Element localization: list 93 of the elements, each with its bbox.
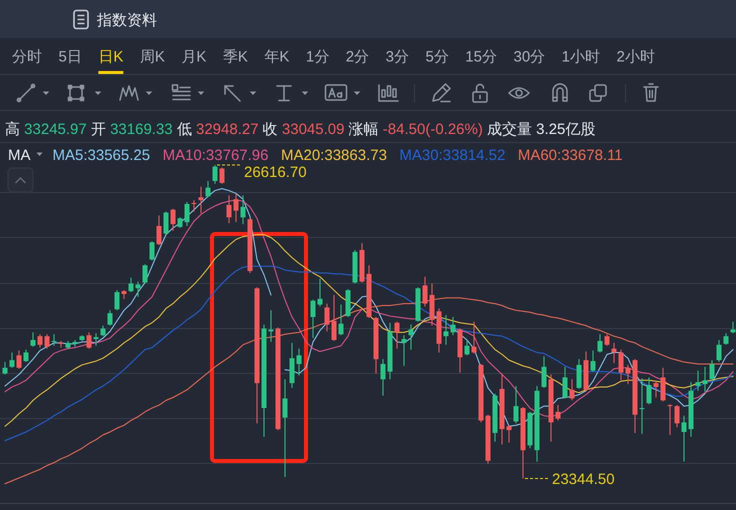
text: 月K (181, 48, 206, 66)
candlestick (464, 340, 470, 356)
candlestick (604, 334, 610, 346)
candlestick (268, 310, 274, 342)
text: 2分 (346, 48, 370, 66)
candlestick (556, 404, 560, 421)
candlestick (136, 281, 140, 298)
candlestick (710, 360, 714, 381)
candlestick (164, 211, 168, 236)
text: 周K (140, 48, 165, 66)
candlestick (724, 332, 728, 346)
candlestick (226, 194, 232, 224)
text: 15分 (465, 48, 497, 66)
candlestick (570, 378, 574, 401)
candlestick (184, 202, 190, 226)
candlestick (590, 350, 596, 372)
candlestick (380, 358, 386, 396)
candlestick (170, 208, 176, 232)
text: 指数资料 (96, 12, 157, 29)
candlestick (626, 364, 630, 385)
candlestick (142, 264, 148, 284)
candlestick (716, 340, 722, 363)
candlestick (310, 299, 316, 339)
candlestick (450, 316, 456, 336)
candlestick (598, 334, 602, 353)
candlestick (422, 276, 428, 307)
text: 日K (98, 48, 124, 66)
text: 5分 (425, 48, 449, 66)
candlestick (612, 342, 616, 364)
legend-title: MA (8, 147, 30, 164)
candlestick (576, 358, 582, 390)
candlestick (150, 240, 154, 261)
candlestick (660, 367, 666, 402)
candlestick (100, 325, 106, 337)
candlestick (178, 216, 182, 228)
candlestick (114, 290, 120, 311)
candlestick (646, 376, 652, 405)
candlestick (192, 200, 196, 212)
candlestick (324, 303, 330, 332)
candlestick (30, 332, 36, 348)
candlestick (562, 366, 568, 399)
candlestick (682, 415, 686, 462)
candlestick (702, 366, 708, 392)
candlestick (234, 192, 238, 223)
candlestick (514, 386, 518, 424)
candlestick (16, 350, 22, 370)
text: 3分 (386, 48, 409, 66)
candlestick (38, 334, 42, 348)
candlestick (24, 349, 28, 363)
candlestick (402, 334, 406, 366)
candlestick (394, 321, 400, 350)
candlestick (618, 349, 624, 381)
candlestick (86, 332, 92, 350)
candlestick (332, 294, 336, 342)
candlestick (206, 180, 210, 198)
text: 年K (264, 48, 290, 66)
text: 2小时 (616, 48, 655, 66)
candlestick (296, 348, 302, 376)
candlestick (506, 424, 512, 444)
candlestick (212, 164, 218, 184)
candlestick (318, 278, 322, 307)
annotation: 23344.50 (552, 471, 615, 488)
candlestick (220, 167, 224, 184)
candlestick (282, 378, 288, 478)
text: 1分 (306, 48, 330, 66)
candlestick (542, 356, 546, 388)
candlestick (52, 334, 56, 346)
text: 1小时 (562, 48, 600, 66)
candlestick (730, 321, 736, 334)
candlestick (674, 404, 680, 428)
annotation: 26616.70 (244, 164, 307, 181)
candlestick (128, 277, 134, 293)
candlestick (10, 352, 14, 368)
candlestick (668, 404, 672, 436)
text: 季K (222, 48, 248, 66)
candlestick (44, 334, 50, 350)
candlestick (94, 332, 98, 346)
candlestick (156, 214, 162, 246)
candlestick (444, 314, 448, 346)
candlestick (640, 378, 644, 434)
candlestick (696, 370, 700, 392)
text: 高 33245.97 开 33169.33 低 32948.27 收 33045.09 涨幅 -84.50(-0.26%) 成交量 3.25亿股 (5, 121, 596, 138)
candlestick (654, 380, 658, 398)
candlestick (472, 321, 476, 354)
text: 30分 (513, 48, 546, 66)
candlestick (2, 362, 8, 375)
legend: MA MA5:33565.25 MA10:33767.96 MA20:33863.73 MA30:33814.52 MA60:33678.11 (8, 147, 623, 164)
candlestick (338, 304, 344, 336)
candlestick (408, 324, 414, 350)
candlestick (108, 310, 112, 326)
candlestick (240, 194, 246, 225)
text: 分时 (12, 48, 42, 66)
text: 5日 (58, 48, 82, 66)
